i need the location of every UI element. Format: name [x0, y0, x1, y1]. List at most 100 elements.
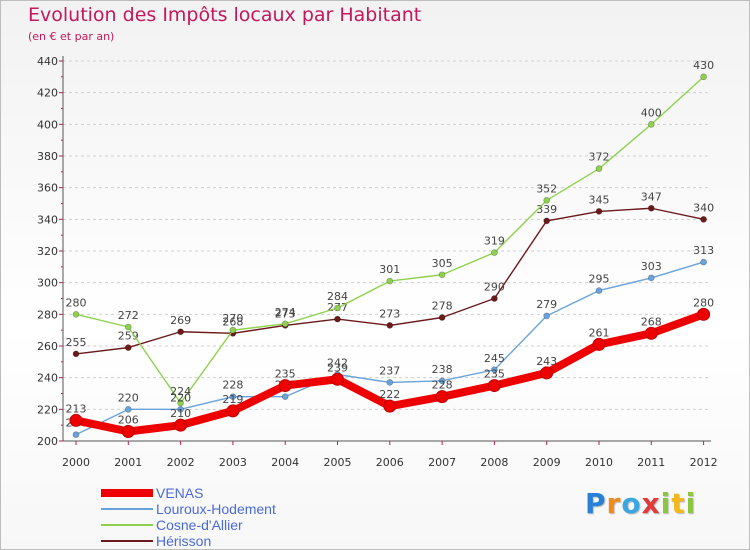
series-cosne-d-allier: 280 272 224 270 274 284 301 305 319 352 372 400 430 — [66, 59, 714, 407]
data-point — [487, 379, 501, 393]
data-point — [72, 431, 80, 438]
y-tick-label-320: 320 — [37, 245, 58, 258]
data-label: 278 — [432, 300, 453, 313]
y-tick-label-200: 200 — [37, 435, 58, 448]
data-label: 303 — [641, 260, 662, 273]
legend-label: Hérisson — [156, 533, 212, 549]
logo-letter: i — [660, 487, 672, 520]
data-point — [125, 323, 132, 331]
data-label: 239 — [327, 361, 348, 374]
data-point — [700, 73, 707, 81]
data-point — [700, 258, 707, 266]
data-label: 237 — [379, 364, 400, 377]
x-tick-label-2004: 2004 — [271, 456, 299, 469]
data-label: 213 — [66, 402, 87, 415]
data-label: 352 — [536, 182, 557, 195]
y-tick-label-220: 220 — [37, 403, 58, 416]
data-point — [697, 307, 711, 321]
data-point — [543, 197, 551, 204]
data-label: 268 — [222, 315, 243, 328]
data-label: 268 — [641, 315, 662, 328]
data-point — [334, 304, 341, 312]
data-point — [647, 121, 655, 128]
data-label: 273 — [275, 307, 296, 320]
data-label: 242 — [327, 357, 348, 370]
data-point — [177, 406, 184, 413]
legend-item-venas: VENAS — [101, 485, 361, 501]
data-label: 347 — [641, 190, 662, 203]
proxiti-logo: Proxiti — [585, 487, 696, 520]
legend-item-louroux-hodement: Louroux-Hodement — [101, 501, 361, 517]
data-label: 255 — [66, 336, 87, 349]
data-point — [543, 217, 551, 225]
y-tick-label-440: 440 — [37, 55, 58, 68]
x-tick-label-2009: 2009 — [533, 456, 561, 469]
chart-subtitle: (en € et par an) — [28, 30, 115, 43]
y-tick-label-340: 340 — [37, 213, 58, 226]
data-label: 222 — [379, 388, 400, 401]
data-label: 273 — [379, 307, 400, 320]
x-tick-label-2012: 2012 — [690, 456, 718, 469]
data-point — [278, 379, 292, 393]
data-label: 319 — [484, 235, 505, 248]
data-label: 430 — [693, 59, 714, 72]
legend-swatch — [101, 489, 153, 497]
data-point — [644, 326, 658, 340]
data-label: 270 — [222, 312, 243, 325]
data-label: 301 — [379, 263, 400, 276]
legend-item-h-risson: Hérisson — [101, 533, 361, 549]
data-point — [592, 337, 606, 351]
data-point — [386, 277, 394, 285]
x-tick-label-2010: 2010 — [585, 456, 613, 469]
data-label: 272 — [118, 309, 139, 322]
data-point — [281, 320, 289, 328]
y-tick-label-380: 380 — [37, 150, 58, 163]
x-tick-label-2000: 2000 — [62, 456, 90, 469]
data-label: 224 — [170, 385, 191, 398]
logo-letter: i — [685, 487, 697, 520]
data-label: 305 — [432, 257, 453, 270]
legend-swatch — [101, 540, 153, 542]
logo-letter: r — [606, 487, 622, 520]
data-point — [226, 404, 240, 418]
logo-letter: P — [585, 487, 607, 520]
data-point — [438, 314, 446, 321]
x-tick-label-2006: 2006 — [376, 456, 404, 469]
legend-swatch — [101, 508, 153, 510]
legend-label: VENAS — [156, 485, 204, 501]
data-label: 400 — [641, 106, 662, 119]
data-point — [543, 312, 551, 320]
legend-item-cosne-d-allier: Cosne-d'Allier — [101, 517, 361, 533]
data-label: 274 — [275, 306, 296, 319]
data-point — [229, 326, 237, 334]
data-label: 219 — [222, 393, 243, 406]
data-label: 235 — [275, 368, 296, 381]
data-label: 206 — [118, 414, 139, 427]
x-tick-label-2005: 2005 — [324, 456, 352, 469]
y-tick-label-360: 360 — [37, 182, 58, 195]
data-label: 220 — [118, 391, 139, 404]
data-point — [386, 379, 394, 386]
data-label: 279 — [536, 298, 557, 311]
logo-letter: o — [621, 487, 642, 520]
legend-swatch — [101, 524, 153, 526]
data-point — [177, 399, 184, 407]
data-point — [229, 393, 237, 400]
series-venas: 213 206 210 219 235 239 222 228 235 243 261 268 280 — [66, 296, 714, 438]
data-label: 280 — [66, 296, 87, 309]
data-point — [72, 311, 80, 318]
data-point — [72, 350, 80, 358]
logo-letter: t — [671, 487, 686, 520]
data-label: 313 — [693, 244, 714, 257]
data-point — [331, 372, 344, 386]
data-label: 280 — [693, 296, 714, 309]
data-point — [491, 295, 498, 302]
data-point — [386, 322, 394, 329]
data-point — [491, 366, 498, 374]
data-point — [281, 393, 289, 400]
x-tick-label-2002: 2002 — [167, 456, 195, 469]
data-point — [334, 315, 341, 323]
x-tick-label-2001: 2001 — [114, 456, 142, 469]
